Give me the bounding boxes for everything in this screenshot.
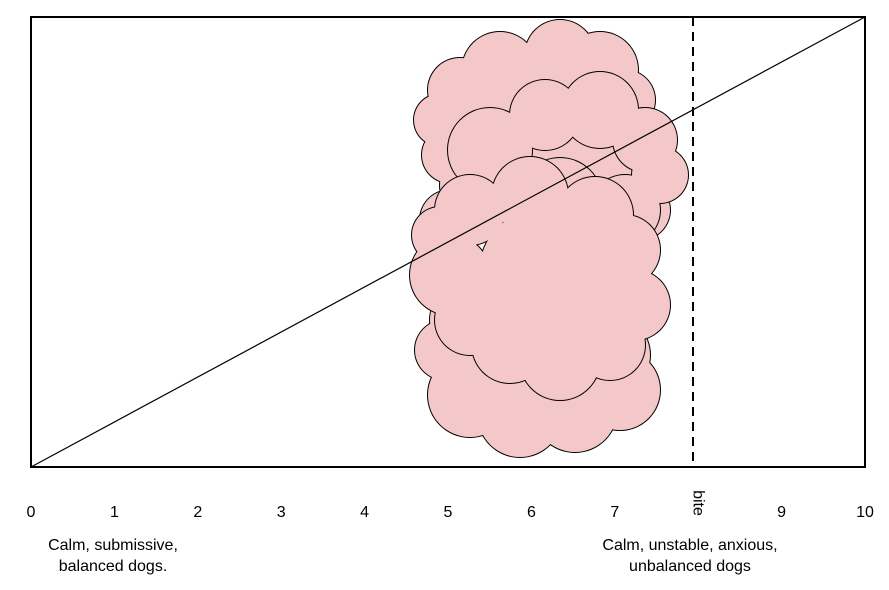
right-caption-line2: unbalanced dogs: [629, 558, 751, 575]
tick-label-3: 3: [277, 504, 286, 521]
tick-label-9: 9: [777, 504, 786, 521]
bite-label: bite: [690, 490, 707, 516]
tick-label-0: 0: [27, 504, 36, 521]
left-caption: Calm, submissive, balanced dogs.: [13, 535, 213, 577]
left-caption-line1: Calm, submissive,: [48, 537, 178, 554]
scale-ticks: 0 1 2 3 4 5 6 7 bite 9 10: [27, 490, 874, 521]
tick-label-2: 2: [193, 504, 202, 521]
diagram-frame: [30, 16, 866, 468]
tick-label-1: 1: [110, 504, 119, 521]
tick-label-6: 6: [527, 504, 536, 521]
cloud-cluster: [409, 19, 689, 458]
right-caption: Calm, unstable, anxious, unbalanced dogs: [575, 535, 805, 577]
tick-label-4: 4: [360, 504, 369, 521]
tick-label-5: 5: [444, 504, 453, 521]
tick-label-10: 10: [856, 504, 874, 521]
right-caption-line1: Calm, unstable, anxious,: [602, 537, 778, 554]
left-caption-line2: balanced dogs.: [58, 558, 168, 575]
diagonal-line: [30, 16, 866, 468]
tick-label-7: 7: [610, 504, 619, 521]
cloud-center: [409, 156, 671, 401]
